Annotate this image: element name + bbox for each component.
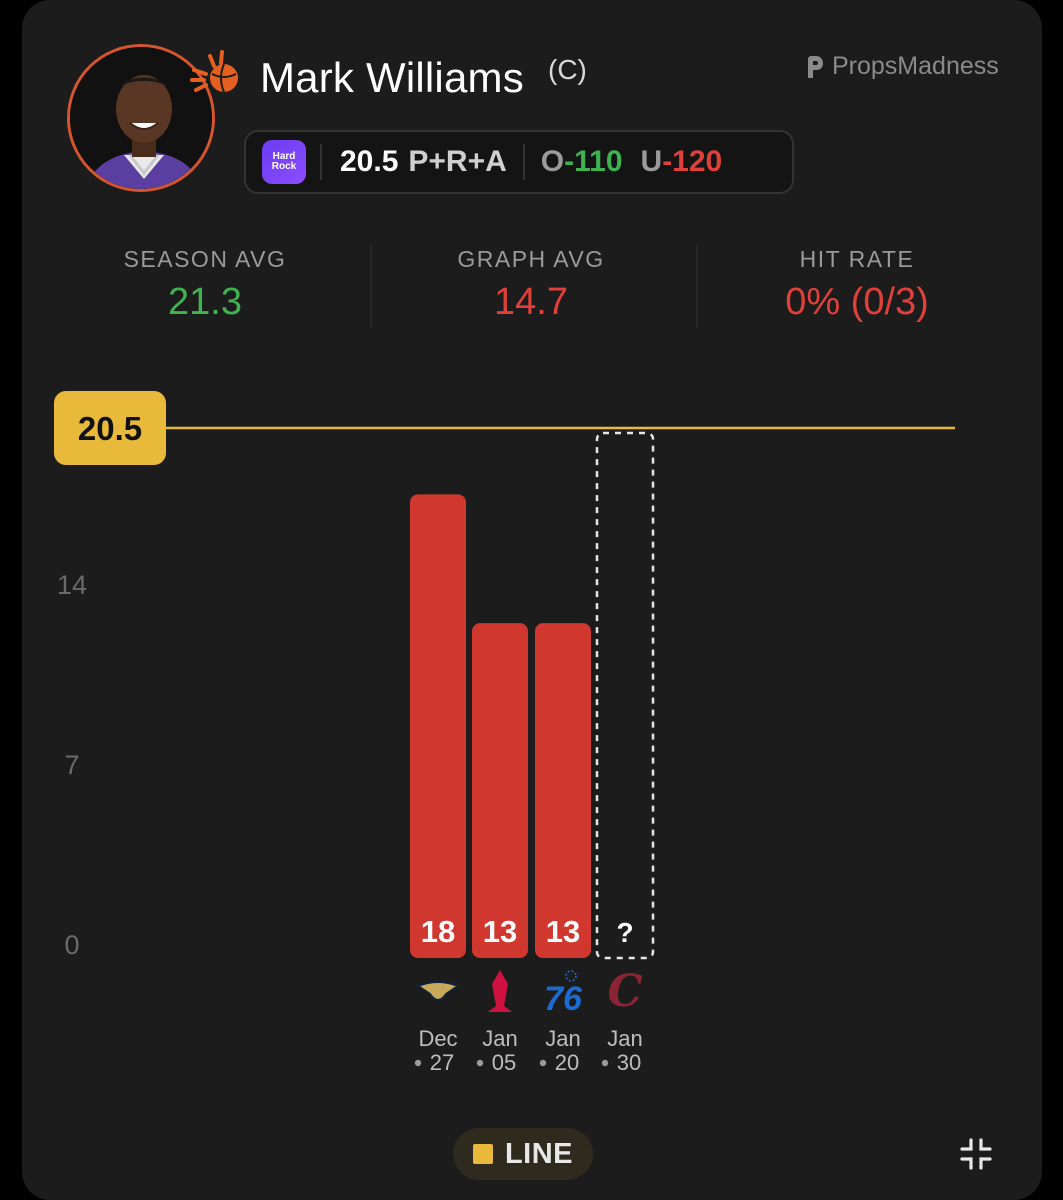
philadelphia-76ers-logo: 76	[544, 980, 583, 1018]
hit-rate-label: HIT RATE	[799, 246, 915, 272]
prop-line-badge	[54, 391, 166, 465]
hit-rate-value: 0% (0/3)	[785, 281, 929, 323]
date-dot-icon	[601, 1059, 609, 1067]
stat-divider	[370, 244, 372, 328]
pill-divider	[522, 144, 525, 180]
game-day-label: 20	[555, 1050, 579, 1075]
bar-value-label: 13	[546, 914, 580, 949]
over-label: O	[540, 145, 565, 178]
houston-rockets-logo	[488, 970, 512, 1012]
stat-divider	[696, 244, 698, 328]
date-dot-icon	[414, 1059, 422, 1067]
line-toggle-label: LINE	[504, 1137, 574, 1170]
hard-rock-bet-logo: Hard Rock	[262, 140, 306, 184]
player-avatar	[67, 44, 215, 192]
game-bar	[472, 623, 528, 958]
y-tick-label: 7	[64, 750, 79, 780]
date-dot-icon	[539, 1059, 547, 1067]
sportsbook-logo-text: Hard Rock	[271, 151, 297, 172]
player-prop-card	[22, 0, 1042, 1200]
date-dot-icon	[476, 1059, 484, 1067]
game-day-label: 27	[430, 1050, 454, 1075]
brand-name: PropsMadness	[832, 52, 999, 80]
propsmadness-logo-icon	[808, 55, 823, 78]
season-avg-label: SEASON AVG	[123, 246, 287, 272]
bar-value-label: 18	[421, 914, 455, 949]
collapse-icon[interactable]	[958, 1136, 994, 1172]
game-month-label: Dec	[418, 1026, 457, 1051]
game-month-label: Jan	[607, 1026, 642, 1051]
game-day-label: 30	[617, 1050, 641, 1075]
player-name: Mark Williams	[260, 54, 524, 101]
pill-divider	[320, 144, 322, 180]
game-day-label: 05	[492, 1050, 516, 1075]
hit-rate-stat: HIT RATE 0% (0/3)	[694, 246, 1020, 324]
cleveland-cavaliers-logo: C	[607, 966, 642, 1017]
under-odds: -120	[662, 145, 723, 178]
season-avg-value: 21.3	[168, 281, 242, 323]
graph-avg-value: 14.7	[494, 281, 568, 323]
game-bar	[410, 494, 466, 958]
under-label: U	[640, 145, 663, 178]
player-position: (C)	[548, 54, 587, 85]
brand-logo: PropsMadness	[806, 52, 999, 81]
game-month-label: Jan	[545, 1026, 580, 1051]
y-tick-label: 0	[64, 930, 79, 960]
prop-line-value: 20.5	[340, 145, 399, 178]
line-legend-swatch	[472, 1144, 493, 1164]
philadelphia-76ers-stars	[565, 970, 577, 982]
bar-value-label: ?	[616, 917, 633, 948]
season-avg-stat: SEASON AVG 21.3	[42, 246, 368, 324]
y-tick-label: 14	[57, 570, 87, 600]
phoenix-suns-logo	[188, 48, 242, 98]
over-odds: -110	[564, 145, 623, 178]
game-month-label: Jan	[482, 1026, 517, 1051]
upcoming-game-placeholder	[595, 431, 655, 960]
new-orleans-pelicans-logo	[415, 981, 461, 1001]
prop-line-badge-label: 20.5	[78, 410, 142, 447]
prop-stat-type: P+R+A	[408, 145, 507, 178]
graph-avg-label: GRAPH AVG	[457, 246, 605, 272]
game-bar	[535, 623, 591, 958]
line-toggle-button[interactable]: LINE	[453, 1128, 593, 1180]
prop-line-pill[interactable]: Hard Rock 20.5 P+R+A O -110 U -120	[244, 130, 794, 194]
graph-avg-stat: GRAPH AVG 14.7	[368, 246, 694, 324]
bar-value-label: 13	[483, 914, 517, 949]
